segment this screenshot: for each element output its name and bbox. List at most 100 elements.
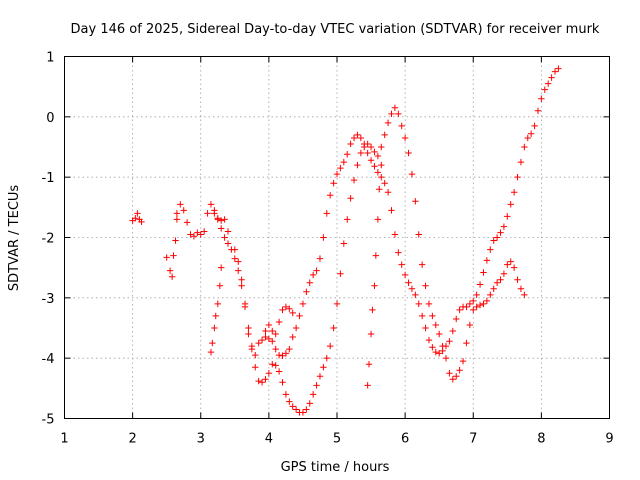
data-point bbox=[265, 335, 273, 343]
data-point bbox=[262, 333, 269, 341]
data-point bbox=[473, 303, 480, 311]
data-point bbox=[395, 249, 402, 256]
data-point bbox=[381, 180, 388, 187]
series-dip-b bbox=[364, 161, 385, 389]
x-tick-labels: 1 2 3 4 5 6 7 8 9 bbox=[60, 432, 613, 447]
data-point bbox=[333, 170, 341, 178]
data-point bbox=[212, 312, 219, 320]
data-point bbox=[398, 122, 405, 130]
data-point bbox=[391, 231, 399, 238]
data-point bbox=[354, 161, 361, 169]
grid-lines bbox=[64, 56, 610, 419]
data-point bbox=[217, 225, 225, 232]
data-point bbox=[551, 68, 559, 75]
series-upper-bump bbox=[262, 303, 296, 338]
data-point bbox=[376, 186, 383, 193]
data-point bbox=[347, 195, 354, 202]
series-main-trace bbox=[173, 65, 562, 359]
data-point bbox=[163, 254, 170, 261]
data-point bbox=[418, 261, 426, 268]
data-point bbox=[235, 267, 242, 274]
data-point bbox=[354, 131, 361, 139]
data-point bbox=[204, 210, 211, 217]
data-point bbox=[381, 131, 388, 139]
data-point bbox=[272, 345, 279, 353]
data-point bbox=[514, 173, 521, 181]
data-point bbox=[200, 228, 208, 235]
data-point bbox=[173, 216, 181, 223]
y-tick-label: -1 bbox=[42, 171, 55, 186]
data-point bbox=[330, 324, 337, 332]
data-point bbox=[344, 151, 351, 158]
data-point bbox=[183, 219, 191, 226]
data-point bbox=[456, 306, 463, 314]
data-point bbox=[548, 74, 555, 81]
data-point bbox=[207, 201, 215, 208]
data-point bbox=[289, 333, 296, 341]
data-point bbox=[333, 300, 341, 308]
data-point bbox=[432, 321, 439, 329]
data-point bbox=[214, 216, 221, 223]
data-point bbox=[507, 201, 514, 208]
data-point bbox=[282, 391, 290, 398]
data-point bbox=[177, 201, 184, 208]
data-point bbox=[412, 198, 419, 205]
data-point bbox=[408, 285, 416, 292]
data-point bbox=[238, 282, 245, 289]
data-point bbox=[296, 312, 303, 320]
data-point bbox=[415, 231, 422, 238]
data-point bbox=[442, 354, 450, 362]
data-point bbox=[224, 240, 232, 247]
data-point bbox=[371, 163, 378, 170]
data-point bbox=[524, 134, 531, 142]
data-point bbox=[326, 192, 334, 199]
data-point bbox=[326, 342, 334, 350]
data-point bbox=[221, 216, 228, 223]
data-point bbox=[470, 297, 477, 305]
y-tick-label: -2 bbox=[42, 232, 55, 247]
data-point bbox=[384, 189, 392, 196]
data-point bbox=[364, 140, 371, 148]
data-point bbox=[378, 161, 385, 169]
data-point bbox=[470, 306, 477, 314]
data-point bbox=[439, 342, 446, 350]
data-point bbox=[365, 361, 373, 368]
data-point bbox=[534, 107, 542, 114]
data-point bbox=[235, 258, 242, 265]
data-point bbox=[197, 231, 204, 238]
data-point bbox=[320, 234, 327, 241]
y-tick-label: -4 bbox=[42, 352, 55, 367]
data-point bbox=[357, 149, 365, 157]
x-tick-label: 7 bbox=[469, 432, 477, 447]
data-point bbox=[480, 300, 487, 308]
data-point bbox=[555, 65, 562, 72]
data-point bbox=[476, 281, 484, 288]
data-point bbox=[541, 86, 548, 93]
data-point bbox=[289, 403, 296, 410]
data-point bbox=[340, 158, 348, 166]
data-point bbox=[378, 173, 385, 181]
data-point bbox=[493, 234, 501, 241]
data-point bbox=[459, 357, 467, 365]
x-tick-label: 3 bbox=[197, 432, 205, 447]
data-point bbox=[435, 330, 443, 338]
data-point bbox=[483, 297, 491, 305]
data-point bbox=[282, 303, 290, 311]
data-point bbox=[408, 170, 416, 178]
data-point bbox=[275, 318, 283, 326]
data-point bbox=[367, 157, 375, 164]
data-point bbox=[369, 306, 376, 314]
data-point bbox=[493, 279, 501, 286]
x-tick-label: 4 bbox=[265, 432, 273, 447]
data-point bbox=[265, 321, 273, 329]
data-point bbox=[258, 336, 266, 344]
data-point bbox=[289, 309, 296, 317]
data-point bbox=[544, 80, 552, 87]
data-point bbox=[476, 301, 484, 309]
data-point bbox=[340, 240, 348, 247]
x-tick-label: 8 bbox=[537, 432, 545, 447]
data-point bbox=[371, 148, 378, 156]
data-point bbox=[209, 339, 216, 347]
data-point bbox=[279, 379, 286, 386]
